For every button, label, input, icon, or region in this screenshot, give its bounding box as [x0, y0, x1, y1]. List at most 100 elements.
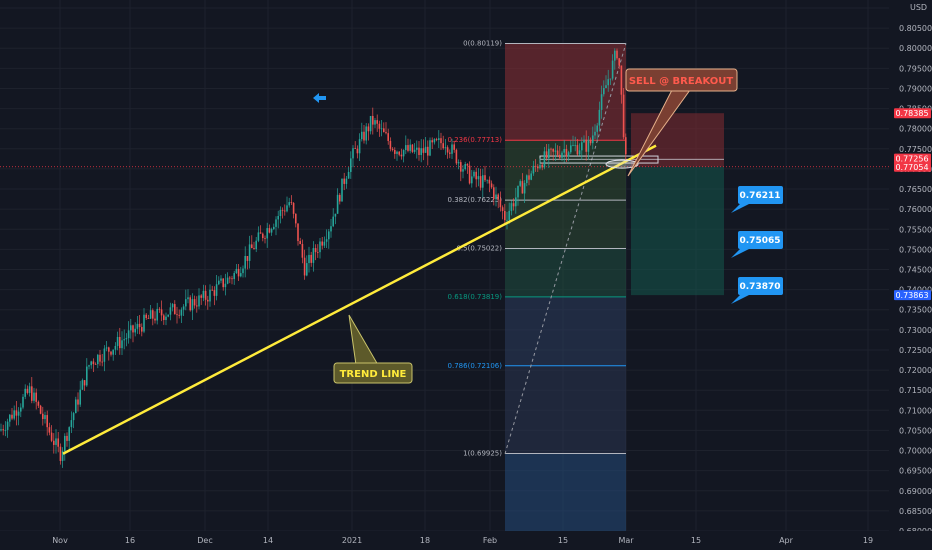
- y-tick-label: 0.68500: [899, 507, 932, 516]
- candle-body: [220, 278, 222, 281]
- candle-body: [72, 413, 75, 421]
- candle-body: [620, 65, 623, 95]
- candle-body: [455, 149, 458, 164]
- candle-body: [180, 309, 183, 316]
- candle-body: [28, 386, 31, 393]
- fib-level-label: 0.236(0.77713): [448, 136, 503, 144]
- trend-line[interactable]: [62, 144, 657, 455]
- time-axis[interactable]: Nov 16 Dec 14 2021 18 Feb 15 Mar 15 Apr 19: [0, 531, 932, 550]
- candle-body: [11, 414, 13, 419]
- candle-body: [438, 138, 440, 140]
- candle-body: [504, 210, 506, 221]
- candle-body: [550, 148, 552, 150]
- candle-body: [490, 183, 493, 188]
- candle-body: [182, 306, 185, 310]
- trend-line-callout[interactable]: [333, 362, 413, 384]
- y-tick-label: 0.72000: [899, 366, 932, 375]
- candle-body: [86, 366, 88, 386]
- candle-body: [341, 178, 343, 202]
- candle-body: [413, 149, 416, 152]
- fib-zone: [505, 365, 626, 454]
- candle-body: [576, 145, 579, 155]
- stop-loss-zone[interactable]: [631, 113, 724, 167]
- candle-body: [521, 181, 524, 194]
- y-tick-label: 0.69000: [899, 487, 932, 496]
- candle-body: [301, 243, 304, 258]
- candle-body: [541, 164, 543, 168]
- target-callout[interactable]: [738, 231, 783, 249]
- candle-body: [167, 314, 169, 317]
- candle-body: [187, 297, 189, 300]
- candle-body: [215, 284, 218, 296]
- candle-body: [79, 389, 81, 405]
- candle-body: [345, 178, 348, 184]
- candle-body: [530, 173, 532, 180]
- candle-body: [125, 338, 128, 340]
- candle-body: [61, 451, 64, 461]
- candle-body: [273, 226, 275, 230]
- candle-body: [9, 414, 11, 422]
- candle-body: [75, 399, 77, 414]
- fibonacci-retracement[interactable]: 0(0.80119) 0.236(0.77713) 0.382(0.76225) 0.…: [448, 39, 627, 531]
- target-price-label: 0.75065: [740, 236, 781, 246]
- candle-body: [204, 290, 207, 300]
- sell-breakout-callout[interactable]: [625, 68, 738, 92]
- candle-body: [275, 219, 277, 227]
- candle-body: [226, 277, 229, 284]
- candle-body: [385, 132, 387, 134]
- candle-body: [477, 176, 480, 180]
- candle-body: [453, 144, 455, 150]
- candle-body: [510, 203, 513, 211]
- candle-body: [277, 215, 279, 220]
- candle-body: [354, 148, 356, 149]
- fib-zone: [505, 296, 626, 366]
- candle-body: [352, 148, 354, 159]
- candle-body: [6, 421, 9, 430]
- candle-body: [482, 175, 484, 188]
- price-axis[interactable]: USD0.805000.800000.795000.790000.785000.…: [889, 0, 932, 536]
- candle-body: [130, 325, 132, 331]
- candle-body: [268, 228, 271, 233]
- candle-body: [176, 314, 178, 316]
- annotations[interactable]: TREND LINE SELL @ BREAKOUT 0.76211 0.75065 0…: [313, 68, 783, 384]
- candle-body: [383, 128, 385, 133]
- fib-zone: [505, 200, 626, 249]
- y-tick-label: 0.70000: [899, 447, 932, 456]
- y-tick-label: 0.72500: [899, 346, 932, 355]
- candle-body: [508, 210, 510, 220]
- candle-body: [409, 144, 411, 151]
- candle-body: [13, 410, 15, 419]
- candle-body: [609, 78, 612, 80]
- candle-body: [442, 143, 444, 149]
- candle-body: [66, 435, 68, 441]
- target-callout[interactable]: [738, 277, 783, 295]
- target-price-label: 0.76211: [740, 191, 781, 201]
- candle-body: [26, 388, 29, 393]
- candle-body: [603, 88, 605, 95]
- candle-body: [378, 123, 381, 129]
- candle-body: [158, 308, 161, 310]
- candle-body: [306, 263, 308, 276]
- y-tick-label: 0.70500: [899, 426, 932, 435]
- candle-body: [132, 325, 134, 333]
- x-tick-label: 16: [125, 536, 135, 545]
- candle-body: [578, 150, 581, 155]
- x-tick-label: 15: [691, 536, 701, 545]
- candle-body: [411, 144, 414, 152]
- candle-body: [616, 50, 618, 59]
- trend-line-stroke[interactable]: [62, 144, 657, 455]
- candle-body: [499, 199, 502, 208]
- candle-body: [48, 427, 51, 433]
- fib-level-label: 1(0.69925): [463, 450, 502, 458]
- arrow-left-icon: [313, 93, 326, 103]
- candle-body: [35, 392, 37, 402]
- y-tick-label: 0.73000: [899, 326, 932, 335]
- target-callout[interactable]: [738, 186, 783, 204]
- take-profit-zone[interactable]: [631, 166, 724, 296]
- target-callout-pointer: [731, 249, 749, 258]
- price-tag-box: [894, 108, 931, 119]
- fib-zone: [505, 248, 626, 297]
- sell-breakout-label: SELL @ BREAKOUT: [629, 76, 734, 87]
